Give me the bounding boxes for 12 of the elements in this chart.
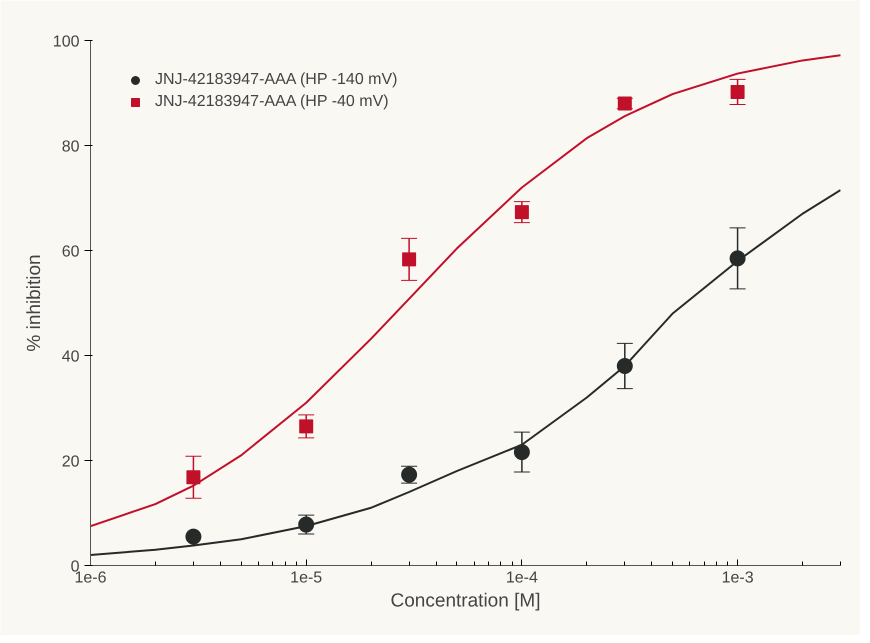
x-tick-label: 1e-4 — [506, 570, 538, 586]
y-tick-label: 60 — [62, 244, 80, 260]
y-tick-label: 20 — [62, 454, 80, 470]
x-axis-title: Concentration [M] — [390, 590, 540, 612]
y-tick-label: 100 — [52, 34, 80, 50]
legend-label: JNJ-42183947-AAA (HP -140 mV) — [155, 71, 398, 89]
y-tick-label: 40 — [62, 348, 80, 366]
legend-label: JNJ-42183947-AAA (HP -40 mV) — [155, 93, 389, 111]
y-tick-label: 80 — [62, 138, 80, 156]
y-axis-title: % inhibition — [24, 254, 45, 352]
x-tick-label: 1e-5 — [290, 570, 322, 586]
x-tick-label: 1e-3 — [722, 570, 754, 586]
